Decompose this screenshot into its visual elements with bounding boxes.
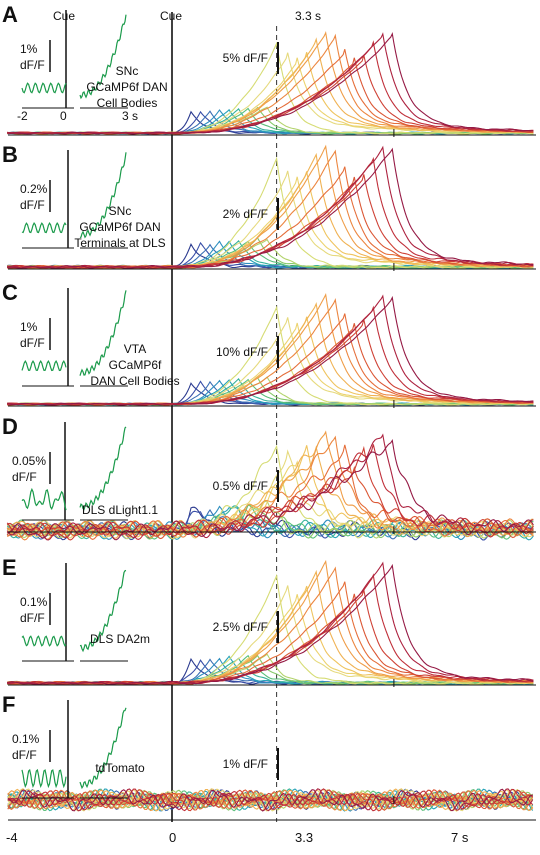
x-tick-label: 3.3 <box>295 830 313 845</box>
inset-scale-label: dF/F <box>12 748 37 762</box>
series-line <box>7 563 534 686</box>
inset-scale-label: 0.05% <box>12 454 46 468</box>
series-line <box>7 152 534 270</box>
series-line <box>7 316 534 406</box>
region-label: DLS dLight1.1 <box>82 503 158 517</box>
panel-c: C 10% dF/F 1% dF/F VTA GCaMP6f DAN Cell Bodies <box>2 280 536 408</box>
series-line <box>7 439 534 541</box>
inset-trace <box>79 426 127 511</box>
series-line <box>6 465 534 540</box>
region-label: DAN Cell Bodies <box>90 374 179 388</box>
scale-bar-label: 2% dF/F <box>223 207 268 221</box>
inset-scale-label: dF/F <box>20 198 45 212</box>
series-line <box>6 445 534 540</box>
panel-letter: D <box>2 414 18 439</box>
series-line <box>7 32 534 135</box>
inset-trace <box>21 635 67 647</box>
scale-bar-label: 2.5% dF/F <box>213 620 268 634</box>
cue-label-inset: Cue <box>53 9 75 23</box>
series-line <box>7 31 534 135</box>
inset-scale-label: 0.1% <box>12 732 40 746</box>
series-line <box>7 435 534 541</box>
panel-letter: A <box>2 2 18 27</box>
inset-tick-label: -2 <box>17 109 28 123</box>
series-line <box>7 573 534 686</box>
panel-letter: E <box>2 555 17 580</box>
series-line <box>7 313 534 406</box>
series-line <box>7 305 534 406</box>
scale-bar-label: 0.5% dF/F <box>213 479 268 493</box>
series-line <box>7 589 534 686</box>
series-line <box>7 317 534 406</box>
panel-letter: F <box>2 692 15 717</box>
series-line <box>7 788 533 812</box>
inset-scale-label: dF/F <box>20 611 45 625</box>
scale-bar-label: 1% dF/F <box>223 757 268 771</box>
panel-f: F 1% dF/F 0.1% dF/F tdTomato <box>2 692 536 821</box>
inset-scale-label: 0.1% <box>20 595 48 609</box>
region-label: SNc <box>116 64 139 78</box>
inset-trace <box>21 82 67 94</box>
panel-b: B 2% dF/F 0.2% dF/F SNc GCaMP6f DAN Terminals … <box>2 142 536 271</box>
inset-tick-label: 0 <box>60 109 67 123</box>
series-line <box>7 147 534 270</box>
panel-e: E 2.5% dF/F 0.1% dF/F DLS DA2m <box>2 555 536 687</box>
inset-scale-label: 1% <box>20 42 38 56</box>
inset-scale-label: dF/F <box>12 470 37 484</box>
inset-trace <box>79 707 127 790</box>
inset-trace <box>79 14 127 100</box>
series-line <box>6 433 534 541</box>
series-line <box>7 444 534 541</box>
series-line <box>7 569 534 685</box>
region-label: GCaMP6f DAN <box>86 80 167 94</box>
region-label: SNc <box>109 204 132 218</box>
inset-scale-label: dF/F <box>20 336 45 350</box>
region-label: VTA <box>124 342 146 356</box>
panel-a: A 5% dF/F 1% dF/F SNc GCaMP6f DAN Cell Bodies <box>2 2 536 137</box>
inset-scale-label: 1% <box>20 320 38 334</box>
panel-letter: B <box>2 142 18 167</box>
inset-trace <box>79 569 127 653</box>
x-tick-label: 7 s <box>451 830 469 845</box>
inset-trace <box>79 152 127 239</box>
inset-scale-label: 0.2% <box>20 182 48 196</box>
region-label: GCaMP6f DAN <box>79 220 160 234</box>
panel-d: D 0.5% dF/F 0.05% dF/F DLS dLight1.1 <box>2 414 536 541</box>
x-tick-label: -4 <box>6 830 18 845</box>
series-line <box>7 156 534 270</box>
cue-label-main: Cue <box>160 9 182 23</box>
panel-letter: C <box>2 280 18 305</box>
marker-label-3p3s: 3.3 s <box>295 9 321 23</box>
scale-bar-label: 10% dF/F <box>216 345 268 359</box>
series-line <box>6 445 534 541</box>
region-label: Cell Bodies <box>97 96 158 110</box>
series-line <box>7 156 534 270</box>
region-label: Terminals at DLS <box>74 236 165 250</box>
series-line <box>7 566 534 686</box>
x-tick-label: 0 <box>169 830 176 845</box>
region-label: GCaMP6f <box>109 358 162 372</box>
inset-trace <box>79 290 127 376</box>
inset-tick-label: 3 s <box>122 109 138 123</box>
series-line <box>7 788 534 812</box>
inset-trace <box>21 768 67 789</box>
region-label: tdTomato <box>95 761 145 775</box>
series-line <box>7 581 534 685</box>
inset-trace <box>21 487 67 511</box>
series-line <box>7 166 534 270</box>
region-label: DLS DA2m <box>90 632 150 646</box>
inset-scale-label: dF/F <box>20 58 45 72</box>
series-line <box>7 789 534 811</box>
inset-trace <box>21 360 67 372</box>
inset-trace <box>21 222 67 234</box>
scale-bar-label: 5% dF/F <box>223 51 268 65</box>
series-line <box>7 295 534 406</box>
